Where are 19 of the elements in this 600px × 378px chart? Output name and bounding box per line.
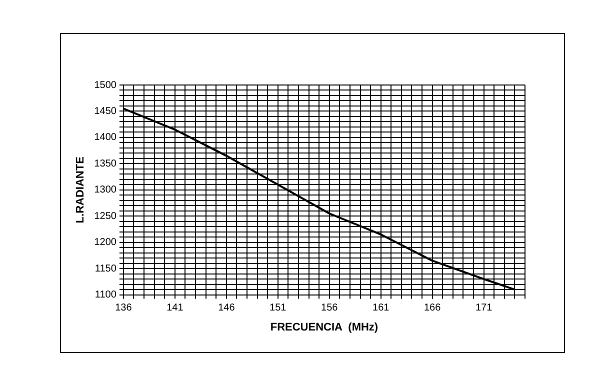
- y-axis-title: L.RADIANTE: [74, 156, 87, 224]
- y-tick-label: 1400: [94, 132, 117, 144]
- y-tick-label: 1500: [94, 80, 117, 91]
- y-tick-label: 1150: [94, 263, 117, 274]
- x-tick-label: 161: [372, 302, 390, 314]
- x-tick-label: 151: [270, 302, 287, 314]
- x-tick-label: 156: [321, 302, 338, 314]
- y-tick-label: 1300: [94, 184, 117, 196]
- x-tick-label: 171: [475, 302, 493, 314]
- x-axis-title: FRECUENCIA (MHz): [270, 321, 378, 334]
- x-tick-label: 146: [218, 302, 236, 314]
- y-tick-label: 1100: [94, 290, 117, 301]
- y-tick-label: 1350: [94, 158, 117, 170]
- x-tick-label: 136: [115, 302, 132, 314]
- x-tick-label: 141: [166, 302, 184, 314]
- y-tick-label: 1450: [94, 106, 117, 117]
- y-tick-label: 1200: [94, 237, 117, 248]
- y-tick-label: 1250: [94, 210, 117, 222]
- x-tick-label: 166: [424, 302, 442, 314]
